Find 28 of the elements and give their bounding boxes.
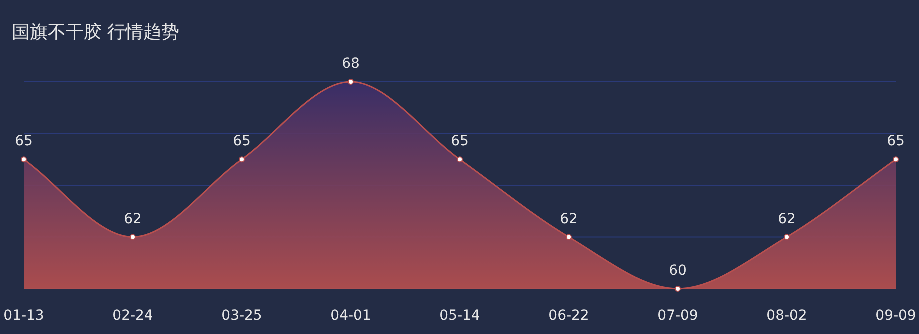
data-label: 60 bbox=[669, 263, 687, 279]
x-tick-label: 03-25 bbox=[222, 308, 262, 324]
point bbox=[21, 156, 27, 163]
chart-title: 国旗不干胶 行情趋势 bbox=[12, 22, 180, 43]
point bbox=[784, 234, 790, 240]
point bbox=[130, 234, 136, 240]
x-tick-label: 07-09 bbox=[658, 308, 698, 324]
point bbox=[893, 156, 899, 163]
x-tick-label: 09-09 bbox=[876, 308, 916, 324]
x-tick-label: 05-14 bbox=[440, 308, 480, 324]
x-tick-label: 02-24 bbox=[112, 308, 154, 324]
data-label: 65 bbox=[451, 134, 469, 150]
x-tick-label: 08-02 bbox=[766, 308, 808, 324]
data-label: 65 bbox=[233, 134, 251, 150]
data-label: 65 bbox=[887, 134, 905, 150]
data-label: 68 bbox=[342, 56, 360, 72]
point bbox=[457, 156, 463, 163]
data-label: 62 bbox=[778, 211, 796, 228]
data-label: 62 bbox=[124, 211, 142, 228]
data-label: 62 bbox=[560, 211, 578, 228]
x-tick-label: 01-13 bbox=[4, 308, 44, 324]
point bbox=[566, 234, 572, 240]
point bbox=[675, 286, 681, 292]
x-tick-label: 04-01 bbox=[330, 308, 372, 324]
point bbox=[348, 79, 354, 85]
point bbox=[239, 156, 245, 163]
x-tick-label: 06-22 bbox=[548, 308, 590, 324]
data-label: 65 bbox=[15, 134, 33, 150]
